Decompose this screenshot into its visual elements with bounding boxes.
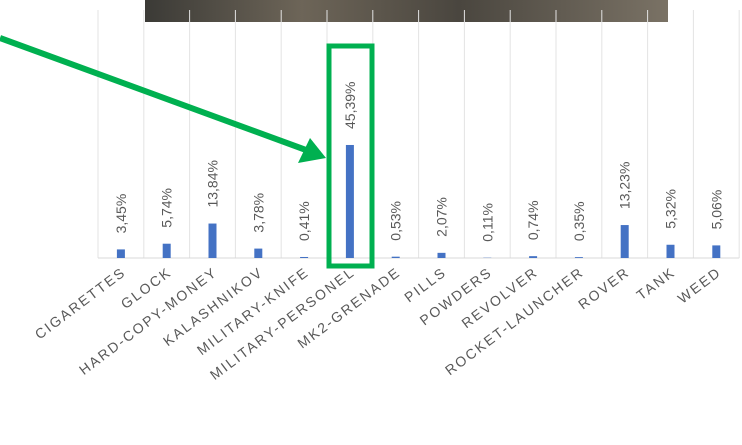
marks: 3,45%CIGARETTES5,74%GLOCK13,84%HARD-COPY… [32, 81, 725, 382]
bar [116, 249, 125, 258]
value-label: 0,41% [296, 201, 312, 241]
value-label: 5,74% [159, 188, 175, 228]
x-tick-label: CIGARETTES [32, 264, 129, 343]
bar [208, 223, 217, 258]
value-label: 5,32% [663, 189, 679, 229]
grid [97, 10, 740, 259]
bar [300, 256, 309, 258]
arrow-shaft [0, 35, 308, 153]
x-tick-label: TANK [633, 264, 678, 303]
value-label: 45,39% [342, 81, 358, 128]
x-tick-label: ROVER [575, 264, 632, 313]
value-label: 2,07% [434, 197, 450, 237]
x-tick-label: WEED [675, 264, 725, 307]
bar [529, 256, 538, 258]
arrow-head [298, 138, 326, 163]
bar [712, 245, 721, 258]
value-label: 0,11% [479, 203, 495, 242]
value-label: 3,45% [113, 194, 129, 234]
bar [620, 225, 629, 258]
bar [162, 243, 171, 258]
bar [437, 252, 446, 258]
bar [574, 257, 583, 258]
bar [254, 248, 263, 258]
value-label: 0,74% [525, 200, 541, 240]
value-label: 3,78% [250, 193, 266, 233]
bar [666, 244, 675, 258]
bar [345, 144, 354, 258]
value-label: 0,53% [388, 201, 404, 241]
value-label: 13,84% [205, 160, 221, 207]
highlight-box [326, 43, 375, 269]
value-label: 0,35% [571, 201, 587, 241]
value-label: 5,06% [708, 190, 724, 230]
photo [145, 0, 668, 22]
value-label: 13,23% [617, 162, 633, 209]
bar [391, 256, 400, 258]
